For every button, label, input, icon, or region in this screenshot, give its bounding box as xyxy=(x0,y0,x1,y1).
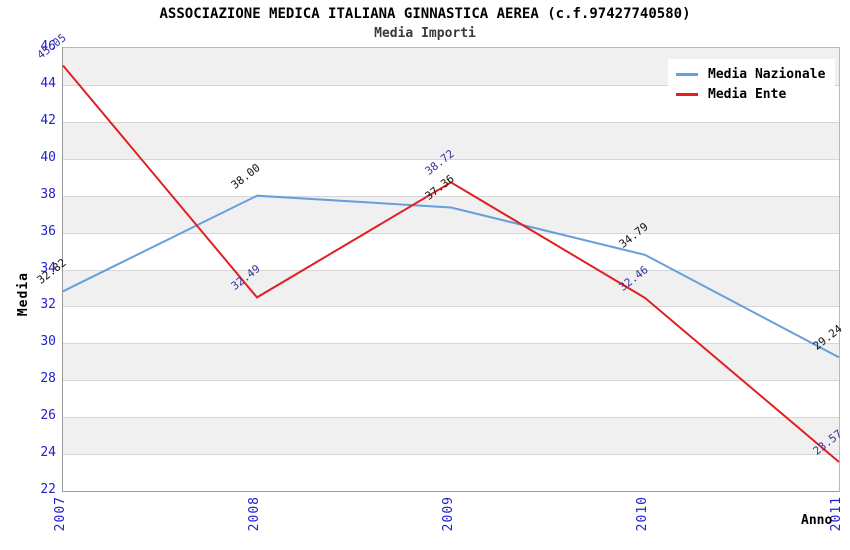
x-tick-label: 2009 xyxy=(441,496,456,532)
legend-label: Media Ente xyxy=(708,86,787,102)
gridline xyxy=(63,121,839,123)
y-tick-label: 28 xyxy=(40,371,56,387)
gridline xyxy=(63,269,839,271)
gridline xyxy=(63,158,839,160)
gridline xyxy=(63,232,839,234)
y-tick-label: 34 xyxy=(40,260,56,276)
gridline xyxy=(63,343,839,345)
legend: Media Nazionale Media Ente xyxy=(668,59,836,110)
plot-band xyxy=(63,343,839,381)
y-tick-label: 38 xyxy=(40,186,56,202)
plot-band xyxy=(63,454,839,491)
y-tick-label: 22 xyxy=(40,482,56,497)
legend-label: Media Nazionale xyxy=(708,66,826,82)
x-tick-label: 2008 xyxy=(247,496,262,532)
chart-title: ASSOCIAZIONE MEDICA ITALIANA GINNASTICA … xyxy=(159,6,691,22)
legend-line-marker-red xyxy=(676,92,698,96)
chart-subtitle: Media Importi xyxy=(374,26,476,41)
plot-band xyxy=(63,121,839,159)
legend-item-media-nazionale: Media Nazionale xyxy=(676,64,825,84)
y-tick-label: 26 xyxy=(40,408,56,424)
series-lines xyxy=(62,64,840,463)
plot-band xyxy=(63,306,839,344)
plot-band xyxy=(63,195,839,233)
plot-band xyxy=(63,158,839,196)
y-axis-title: Media xyxy=(16,272,31,317)
gridline xyxy=(63,417,839,419)
plot-band xyxy=(63,417,839,455)
series-line-1 xyxy=(62,64,840,463)
y-tick-label: 24 xyxy=(40,445,56,461)
y-tick-label: 36 xyxy=(40,223,56,239)
y-tick-label: 30 xyxy=(40,334,56,350)
gridline xyxy=(63,380,839,382)
y-tick-label: 46 xyxy=(40,39,56,54)
legend-item-media-ente: Media Ente xyxy=(676,84,825,104)
legend-line-marker-blue xyxy=(676,72,698,76)
x-axis-title: Anno xyxy=(801,513,833,528)
y-tick-label: 40 xyxy=(40,149,56,165)
x-tick-label: 2010 xyxy=(635,496,650,532)
gridline xyxy=(63,195,839,197)
gridline xyxy=(63,306,839,308)
x-tick-label: 2007 xyxy=(53,496,68,532)
gridline xyxy=(63,84,839,86)
plot-band xyxy=(63,380,839,418)
y-tick-label: 42 xyxy=(40,112,56,128)
y-tick-label: 44 xyxy=(40,75,56,91)
y-tick-label: 32 xyxy=(40,297,56,313)
gridline xyxy=(63,454,839,456)
plot-area: 32.82 38.00 37.36 34.79 29.24 45.05 32.49 38.72… xyxy=(35,31,845,492)
series-line-0 xyxy=(62,194,840,359)
plot-band xyxy=(63,232,839,270)
